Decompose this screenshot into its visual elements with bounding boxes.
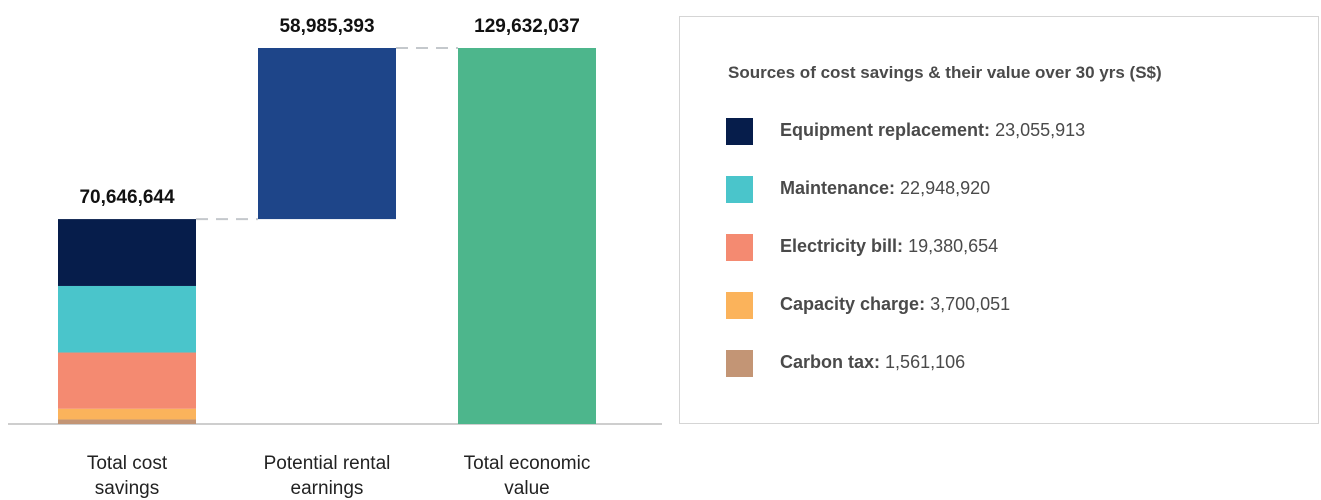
waterfall-chart: 70,646,644 58,985,393 129,632,037 Total cos… <box>0 0 670 500</box>
bar-segment-carbon-tax <box>58 419 196 424</box>
legend-swatch <box>726 118 753 145</box>
category-label: Total cost savings <box>87 453 168 499</box>
bar-total-economic-value <box>458 48 596 424</box>
category-label: Potential rental earnings <box>264 453 391 499</box>
legend-value: 23,055,913 <box>995 120 1085 140</box>
bar-rental-earnings <box>258 48 396 219</box>
legend-swatch <box>726 234 753 261</box>
legend-swatch <box>726 176 753 203</box>
bar-segment-electricity-bill <box>58 353 196 409</box>
legend-name: Maintenance <box>780 178 889 198</box>
legend-name: Carbon tax <box>780 352 874 372</box>
legend-name: Electricity bill <box>780 236 897 256</box>
legend-swatch <box>726 350 753 377</box>
legend-title: Sources of cost savings & their value ov… <box>728 63 1162 83</box>
legend-name: Capacity charge <box>780 294 919 314</box>
legend-name: Equipment replacement <box>780 120 984 140</box>
legend-value: 1,561,106 <box>885 352 965 372</box>
bar-value-label: 129,632,037 <box>474 16 580 37</box>
bar-segment-equipment-replacement <box>58 219 196 286</box>
bar-segment-maintenance <box>58 286 196 353</box>
legend-value: 19,380,654 <box>908 236 998 256</box>
legend-swatch <box>726 292 753 319</box>
bar-segment-capacity-charge <box>58 409 196 420</box>
bar-value-label: 58,985,393 <box>279 16 374 37</box>
legend-value: 3,700,051 <box>930 294 1010 314</box>
legend-panel: Sources of cost savings & their value ov… <box>679 16 1319 424</box>
bar-value-label: 70,646,644 <box>79 187 175 208</box>
category-label: Total economic value <box>464 453 591 499</box>
legend-value: 22,948,920 <box>900 178 990 198</box>
